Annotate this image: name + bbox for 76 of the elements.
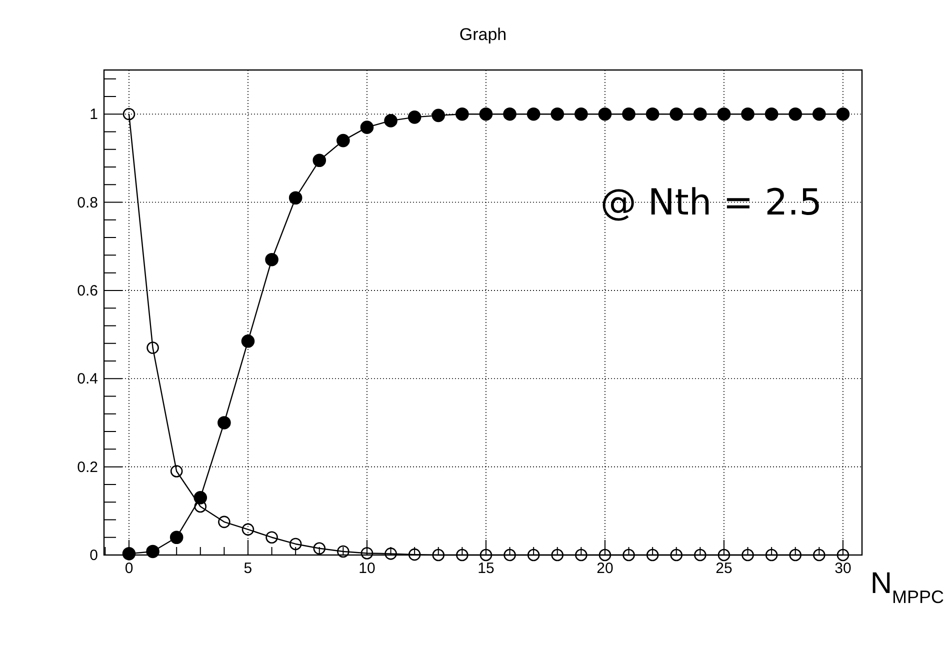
point: [646, 107, 660, 121]
point: [526, 107, 540, 121]
x-tick-label: 30: [834, 560, 852, 577]
point: [218, 416, 231, 430]
point: [336, 134, 350, 148]
point: [764, 107, 778, 121]
point: [551, 548, 564, 562]
point: [170, 465, 183, 478]
point: [360, 547, 374, 560]
y-tick-label: 1: [90, 106, 98, 124]
point: [312, 154, 326, 168]
point: [266, 531, 278, 544]
point: [432, 548, 445, 562]
point: [170, 530, 184, 544]
point: [789, 548, 802, 562]
x-tick-label: 20: [596, 560, 614, 577]
y-tick-label: 0: [90, 547, 98, 564]
point: [694, 548, 706, 562]
point: [408, 548, 421, 561]
y-tick-label: 0.4: [77, 370, 98, 388]
point: [504, 548, 516, 562]
point: [836, 107, 850, 121]
x-tick-label: 25: [716, 560, 732, 577]
point: [122, 108, 136, 120]
point: [241, 334, 255, 348]
point: [646, 548, 659, 562]
point: [242, 523, 254, 536]
x-tick-label: 0: [124, 560, 134, 577]
y-tick-label: 0.6: [77, 282, 98, 300]
point: [313, 542, 326, 555]
point: [146, 342, 159, 354]
point: [813, 548, 826, 562]
point: [717, 107, 731, 121]
point: [718, 548, 730, 562]
point: [550, 107, 564, 121]
x-axis-title: N$_{MPPC}$: [870, 567, 944, 607]
point: [741, 107, 754, 121]
chart-title: Graph: [459, 25, 507, 44]
point: [337, 545, 350, 558]
point: [622, 107, 636, 121]
x-tick-label: 5: [244, 560, 252, 577]
point: [527, 548, 540, 562]
point: [146, 544, 160, 558]
point: [432, 108, 446, 122]
point: [384, 114, 398, 128]
point: [408, 110, 422, 124]
point: [480, 548, 492, 562]
point: [836, 548, 850, 562]
point: [765, 548, 778, 562]
x-tick-label: 15: [478, 560, 494, 577]
point: [575, 548, 588, 562]
point: [670, 548, 683, 562]
y-tick-label: 0.8: [77, 194, 98, 212]
point: [694, 107, 707, 121]
point: [122, 547, 136, 560]
point: [503, 107, 516, 121]
point: [456, 107, 469, 121]
point: [598, 548, 612, 562]
point: [360, 120, 374, 134]
y-tick-label: 0.2: [77, 458, 98, 476]
point: [384, 548, 397, 560]
x-tick-label: 10: [358, 560, 376, 577]
point: [218, 516, 230, 528]
point: [456, 548, 468, 562]
point: [622, 548, 635, 562]
point: [788, 107, 802, 121]
point: [598, 107, 612, 121]
point: [574, 107, 588, 121]
annotation: @ Nth = 2.5: [600, 182, 822, 224]
point: [812, 107, 826, 121]
point: [479, 107, 493, 121]
point: [288, 191, 302, 205]
point: [670, 107, 684, 121]
point: [742, 548, 754, 562]
point: [265, 252, 278, 266]
point: [289, 538, 302, 550]
